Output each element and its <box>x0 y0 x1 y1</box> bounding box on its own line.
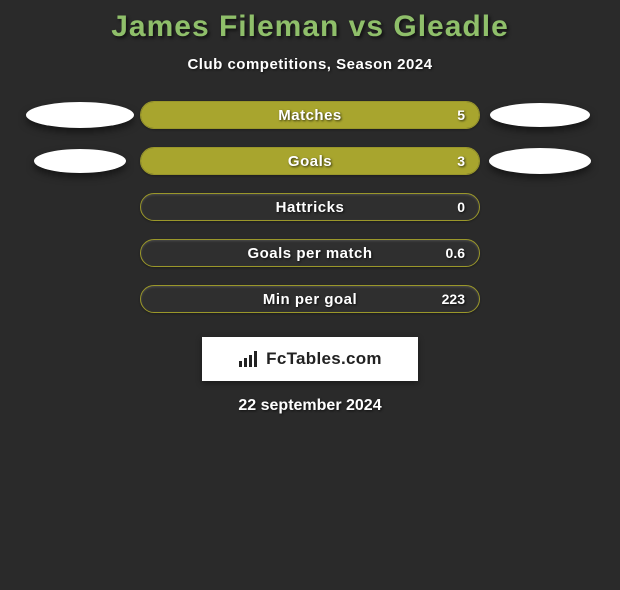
stat-rows: Matches5Goals3Hattricks0Goals per match0… <box>0 101 620 313</box>
stat-value: 3 <box>457 153 465 169</box>
player-ellipse-right <box>490 103 590 127</box>
right-side <box>480 148 600 174</box>
stat-value: 0 <box>457 199 465 215</box>
logo-text: FcTables.com <box>266 349 382 369</box>
player-ellipse-left <box>26 102 134 128</box>
stat-row: Goals3 <box>0 147 620 175</box>
stat-bar: Min per goal223 <box>140 285 480 313</box>
stat-value: 5 <box>457 107 465 123</box>
stat-label: Min per goal <box>141 291 479 308</box>
stat-bar: Goals per match0.6 <box>140 239 480 267</box>
stat-row: Goals per match0.6 <box>0 239 620 267</box>
stat-row: Matches5 <box>0 101 620 129</box>
bar-chart-icon <box>238 350 260 368</box>
stat-bar: Matches5 <box>140 101 480 129</box>
left-side <box>20 149 140 173</box>
logo-box: FcTables.com <box>202 337 418 381</box>
stat-label: Goals per match <box>141 245 479 262</box>
stat-bar: Hattricks0 <box>140 193 480 221</box>
page-title: James Fileman vs Gleadle <box>0 10 620 44</box>
stat-row: Min per goal223 <box>0 285 620 313</box>
stat-bar: Goals3 <box>140 147 480 175</box>
stat-label: Goals <box>141 153 479 170</box>
stat-label: Hattricks <box>141 199 479 216</box>
stat-row: Hattricks0 <box>0 193 620 221</box>
subtitle: Club competitions, Season 2024 <box>0 56 620 73</box>
right-side <box>480 103 600 127</box>
player-ellipse-right <box>489 148 591 174</box>
stat-value: 223 <box>442 291 465 307</box>
stat-value: 0.6 <box>446 245 465 261</box>
player-ellipse-left <box>34 149 126 173</box>
left-side <box>20 102 140 128</box>
stat-label: Matches <box>141 107 479 124</box>
date-text: 22 september 2024 <box>0 397 620 415</box>
